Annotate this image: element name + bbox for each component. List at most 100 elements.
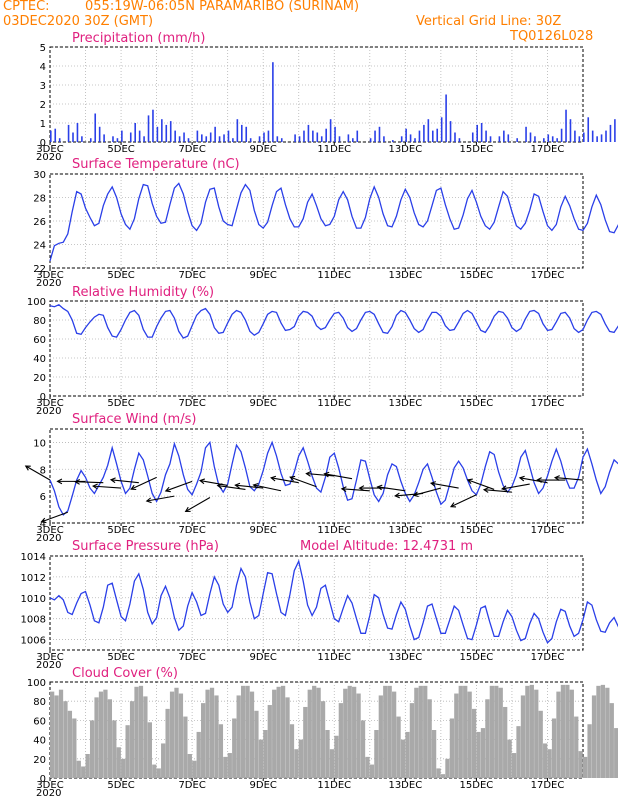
precip-bar [240, 124, 243, 142]
wind-vector [75, 481, 104, 484]
precip-bar [556, 138, 558, 142]
precip-bar [409, 134, 412, 142]
wind-vector [483, 489, 512, 493]
wind-vector [199, 479, 228, 486]
rh-ytick-label: 60 [33, 335, 46, 346]
cloud-bar [556, 691, 561, 778]
cloud-bar [489, 685, 494, 778]
wind-vector [165, 480, 193, 492]
precip-bar [236, 119, 239, 142]
wind-vector [324, 473, 353, 480]
precip-bar [50, 130, 52, 142]
rh-xtick-label: 13DEC [388, 398, 422, 409]
wind-xtick-label: 15DEC [460, 525, 494, 536]
wind-title: Surface Wind (m/s) [72, 412, 196, 427]
wind-vector-head [466, 478, 473, 484]
precip-bar [263, 132, 265, 142]
precip-bar [307, 124, 310, 142]
precip-bar [267, 130, 270, 142]
cloud-bar [463, 685, 468, 778]
cloud-bar [431, 730, 437, 778]
precip-bar [414, 138, 416, 142]
wind-vector [235, 484, 264, 489]
precip-xtick-label: 17DEC [531, 144, 565, 155]
cloud-bar [312, 685, 317, 778]
precip-bar [325, 128, 327, 142]
pres-ytick-label: 1008 [21, 615, 46, 626]
cloud-bar [520, 695, 526, 778]
temp-ytick-label: 24 [33, 241, 46, 252]
wind-vector-head [553, 475, 560, 481]
header-location: 055:19W-06:05N PARAMARIBO (SURINAM) [85, 0, 360, 14]
cloud-bar [476, 731, 481, 778]
wind-year-label: 2020 [36, 533, 61, 544]
pres-xtick-label: 11DEC [317, 652, 351, 663]
cloud-bar [392, 691, 397, 778]
wind-vector-head [56, 478, 63, 485]
wind-vector-head [358, 485, 365, 491]
precip-bar [134, 123, 136, 142]
precip-bar [89, 138, 92, 142]
cloud-bar [494, 685, 499, 778]
precip-bar [205, 136, 208, 142]
cloud-bar [565, 684, 570, 778]
wind-vector [271, 477, 299, 484]
cloud-bar [516, 726, 521, 778]
cloud-bar [307, 689, 312, 778]
cloud-bar [178, 693, 184, 778]
wind-xtick-label: 13DEC [388, 525, 422, 536]
cloud-bar [50, 691, 55, 778]
wind-vector-head [500, 485, 508, 492]
rh-ytick-label: 0 [40, 392, 46, 403]
cloud-bar [129, 701, 135, 778]
precip-bar [498, 136, 501, 142]
wind-xtick-label: 9DEC [250, 525, 277, 536]
cloud-bar [440, 774, 446, 778]
cloud-bar [507, 739, 512, 778]
precip-bar [227, 130, 230, 142]
precip-bar [98, 126, 101, 142]
temp-xtick-label: 11DEC [317, 270, 351, 281]
cloud-bar [107, 699, 113, 778]
header-source: CPTEC: [3, 0, 50, 14]
cloud-bar [81, 766, 86, 778]
precip-bar [338, 136, 341, 142]
precip-bar [485, 130, 487, 142]
cloud-bar [498, 687, 503, 778]
precip-bar [294, 134, 296, 142]
cloud-bar [480, 728, 486, 778]
wind-ytick-label: 6 [40, 492, 46, 503]
precip-ytick-label: 3 [40, 81, 46, 92]
rh-ytick-label: 20 [33, 373, 46, 384]
header-run-time: 03DEC2020 30Z (GMT) [3, 14, 154, 29]
wind-vector [519, 477, 548, 484]
precip-bar [383, 136, 385, 142]
precip-bar [121, 130, 123, 142]
wind-vector-head [130, 484, 137, 491]
cloud-bar [249, 691, 255, 778]
precip-bar [480, 123, 483, 142]
precip-ytick-label: 1 [40, 119, 46, 130]
cloud-bar [334, 735, 339, 778]
cloud-bar [72, 718, 77, 778]
pres-year-label: 2020 [36, 660, 61, 671]
rh-xtick-label: 17DEC [531, 398, 565, 409]
precip-bar [525, 126, 527, 142]
temp-frame [49, 173, 584, 269]
cloud-bar [121, 758, 126, 778]
cloud-bar [396, 716, 401, 778]
cloud-bar [356, 693, 361, 778]
precip-bar [378, 126, 381, 142]
rh-xtick-label: 7DEC [178, 398, 205, 409]
precip-bar [223, 134, 225, 142]
temp-ytick-label: 26 [33, 217, 46, 228]
cloud-xtick-label: 5DEC [107, 780, 134, 791]
temp-xtick-label: 17DEC [531, 270, 565, 281]
precip-bar [112, 136, 114, 142]
wind-vector-head [305, 471, 312, 477]
wind-ytick-label: 4 [40, 519, 46, 530]
wind-vector-head [24, 465, 31, 471]
wind-vector-head [145, 497, 152, 504]
cloud-bar [578, 751, 583, 778]
precip-bar [569, 119, 572, 142]
